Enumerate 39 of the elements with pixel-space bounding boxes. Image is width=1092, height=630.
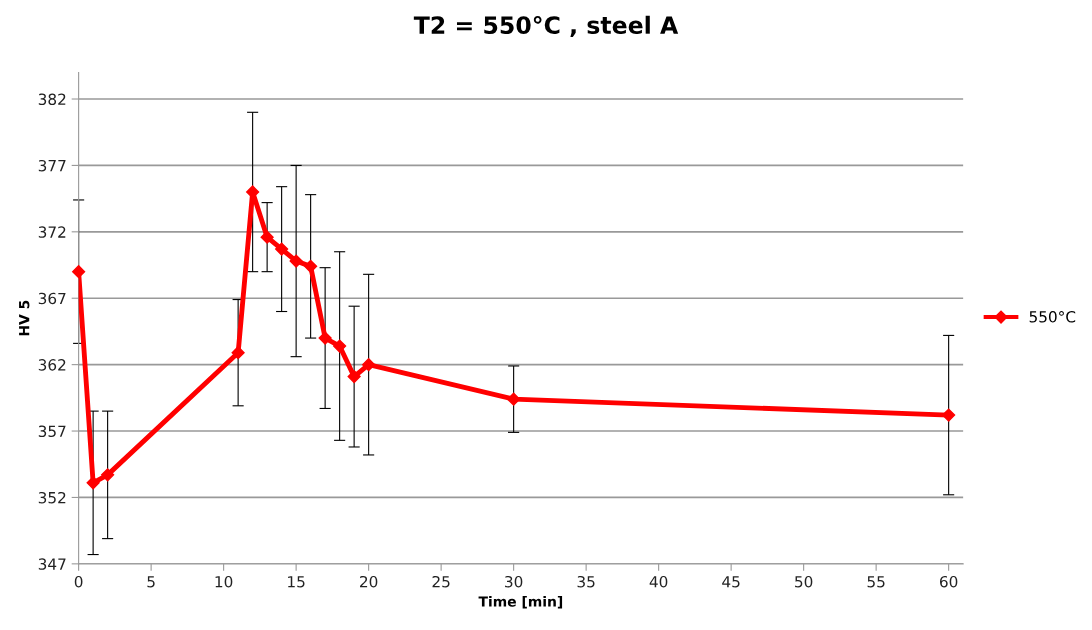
x-tick-label: 10 [215, 575, 233, 588]
point [333, 339, 347, 353]
point [72, 265, 86, 279]
y-tick-label: 367 [38, 292, 66, 305]
point [318, 331, 332, 345]
y-tick-label: 352 [38, 491, 66, 504]
chart-title: T2 = 550°C , steel A [413, 15, 679, 38]
x-tick-label: 30 [505, 575, 523, 588]
y-tick-label: 377 [38, 159, 66, 172]
point [507, 392, 521, 406]
point [304, 259, 318, 273]
x-tick-label: 40 [649, 575, 668, 588]
point [347, 369, 361, 384]
point [275, 242, 289, 256]
point [101, 468, 115, 482]
point [86, 476, 100, 490]
point [260, 230, 274, 244]
point [231, 346, 245, 360]
x-tick-label: 20 [360, 575, 378, 588]
x-tick-label: 25 [432, 575, 450, 588]
x-tick-label: 0 [74, 575, 83, 588]
x-axis-title: Time [min] [478, 596, 563, 609]
y-tick-label: 372 [38, 226, 66, 238]
y-tick-label: 382 [38, 93, 66, 106]
point [942, 408, 956, 422]
x-tick-label: 35 [577, 575, 595, 588]
y-tick-label: 362 [38, 359, 66, 371]
x-tick-label: 50 [795, 575, 813, 588]
x-tick-label: 5 [147, 576, 155, 588]
y-tick-label: 357 [38, 425, 66, 438]
x-tick-label: 55 [867, 576, 885, 588]
y-tick-label: 347 [38, 558, 66, 570]
x-tick-label: 45 [722, 576, 740, 588]
x-tick-label: 60 [939, 575, 958, 588]
point [289, 254, 303, 268]
y-axis-title: HV 5 [19, 300, 30, 336]
x-tick-label: 15 [288, 576, 305, 588]
legend-label: 550°C [1029, 311, 1076, 323]
point [362, 358, 376, 372]
